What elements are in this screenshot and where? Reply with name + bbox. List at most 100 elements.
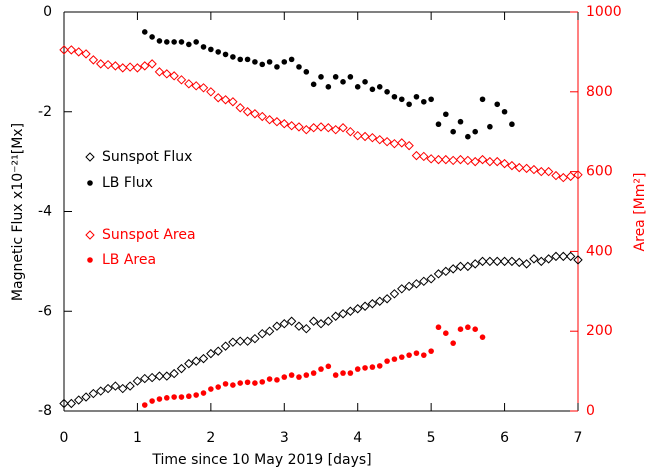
diamond-marker [308, 316, 319, 326]
diamond-marker [96, 386, 106, 396]
dot-marker [413, 350, 420, 356]
dot-marker [222, 51, 229, 58]
diamond-marker [198, 83, 209, 93]
diamond-marker [411, 150, 422, 161]
diamond-marker [558, 251, 569, 262]
dot-marker [230, 382, 236, 388]
dot-marker [421, 352, 427, 358]
diamond-marker [389, 138, 400, 149]
dot-marker [369, 86, 376, 93]
diamond-marker [419, 151, 429, 162]
diamond-marker [477, 154, 488, 165]
dot-marker [259, 379, 266, 385]
dot-marker [376, 363, 383, 369]
dot-marker [296, 64, 302, 70]
dot-marker [391, 93, 398, 100]
diamond-marker [147, 59, 157, 69]
diamond-marker [118, 63, 128, 73]
dot-marker [178, 394, 185, 400]
dot-marker [340, 370, 346, 376]
diamond-marker [441, 154, 451, 165]
dot-marker [303, 69, 310, 75]
diamond-marker [507, 160, 517, 171]
dot-marker [479, 334, 486, 340]
y2-tick-label: 0 [586, 403, 595, 419]
dot-marker [215, 384, 221, 390]
diamond-marker [286, 121, 297, 131]
dot-marker [208, 46, 214, 53]
dot-marker [340, 79, 346, 85]
diamond-marker [536, 256, 546, 267]
dot-marker [318, 366, 324, 372]
dot-marker [472, 128, 479, 135]
diamond-marker [272, 117, 282, 127]
dot-marker [318, 74, 324, 80]
diamond-marker [360, 131, 370, 142]
diamond-marker [250, 333, 260, 344]
diamond-marker [301, 323, 312, 334]
dot-marker [200, 390, 207, 396]
diamond-marker [88, 388, 99, 399]
diamond-marker [125, 62, 135, 72]
diamond-marker [140, 373, 150, 384]
dot-marker [457, 118, 464, 125]
dot-marker [237, 380, 244, 386]
y-tick-label: -4 [38, 204, 52, 220]
diamond-marker [433, 154, 444, 165]
diamond-marker [85, 230, 95, 240]
diamond-marker [220, 95, 231, 105]
diamond-marker [558, 172, 569, 183]
dot-marker [164, 39, 170, 45]
diamond-marker [191, 356, 201, 366]
dot-marker [509, 121, 515, 128]
dot-marker [421, 98, 427, 105]
dot-marker [465, 133, 471, 140]
dot-marker [472, 326, 479, 333]
diamond-marker [573, 170, 583, 180]
x-tick-label: 0 [60, 430, 69, 446]
diamond-marker [213, 346, 223, 356]
diamond-marker [565, 171, 576, 182]
diamond-marker [455, 261, 466, 272]
dot-marker [193, 39, 199, 45]
x-tick-label: 6 [500, 430, 509, 446]
dot-marker [171, 394, 177, 400]
diamond-marker [235, 336, 245, 346]
dot-marker [288, 56, 295, 63]
dot-marker [362, 79, 368, 85]
diamond-marker [228, 97, 238, 107]
diamond-marker [154, 67, 165, 77]
dot-marker [87, 257, 93, 263]
diamond-marker [184, 358, 194, 369]
legend-label: Sunspot Area [102, 227, 196, 243]
diamond-marker [375, 296, 385, 306]
dot-marker [450, 340, 456, 346]
diamond-marker [316, 122, 326, 132]
diamond-marker [338, 309, 348, 319]
diamond-marker [330, 311, 341, 321]
diamond-marker [485, 256, 495, 267]
diamond-marker [338, 123, 348, 133]
diamond-marker [110, 61, 121, 71]
y-tick-label: -8 [38, 403, 52, 419]
dot-marker [325, 84, 332, 90]
dot-marker [164, 395, 170, 401]
diamond-marker [353, 130, 363, 141]
diamond-marker [66, 398, 77, 409]
dot-marker [156, 38, 163, 44]
y-axis-label: Magnetic Flux x10⁻²¹[Mx] [10, 123, 26, 301]
diamond-marker [404, 281, 414, 292]
diamond-marker [543, 166, 554, 177]
diamond-marker [308, 123, 319, 133]
y2-tick-label: 600 [586, 164, 613, 180]
diamond-marker [59, 45, 69, 55]
diamond-marker [426, 274, 436, 284]
dot-marker [406, 352, 412, 358]
y2-tick-label: 1000 [586, 4, 622, 20]
diamond-marker [279, 119, 289, 129]
diamond-marker [492, 256, 502, 267]
dot-marker [252, 59, 258, 65]
diamond-marker [323, 123, 334, 133]
diamond-marker [521, 259, 532, 269]
diamond-marker [448, 155, 458, 166]
